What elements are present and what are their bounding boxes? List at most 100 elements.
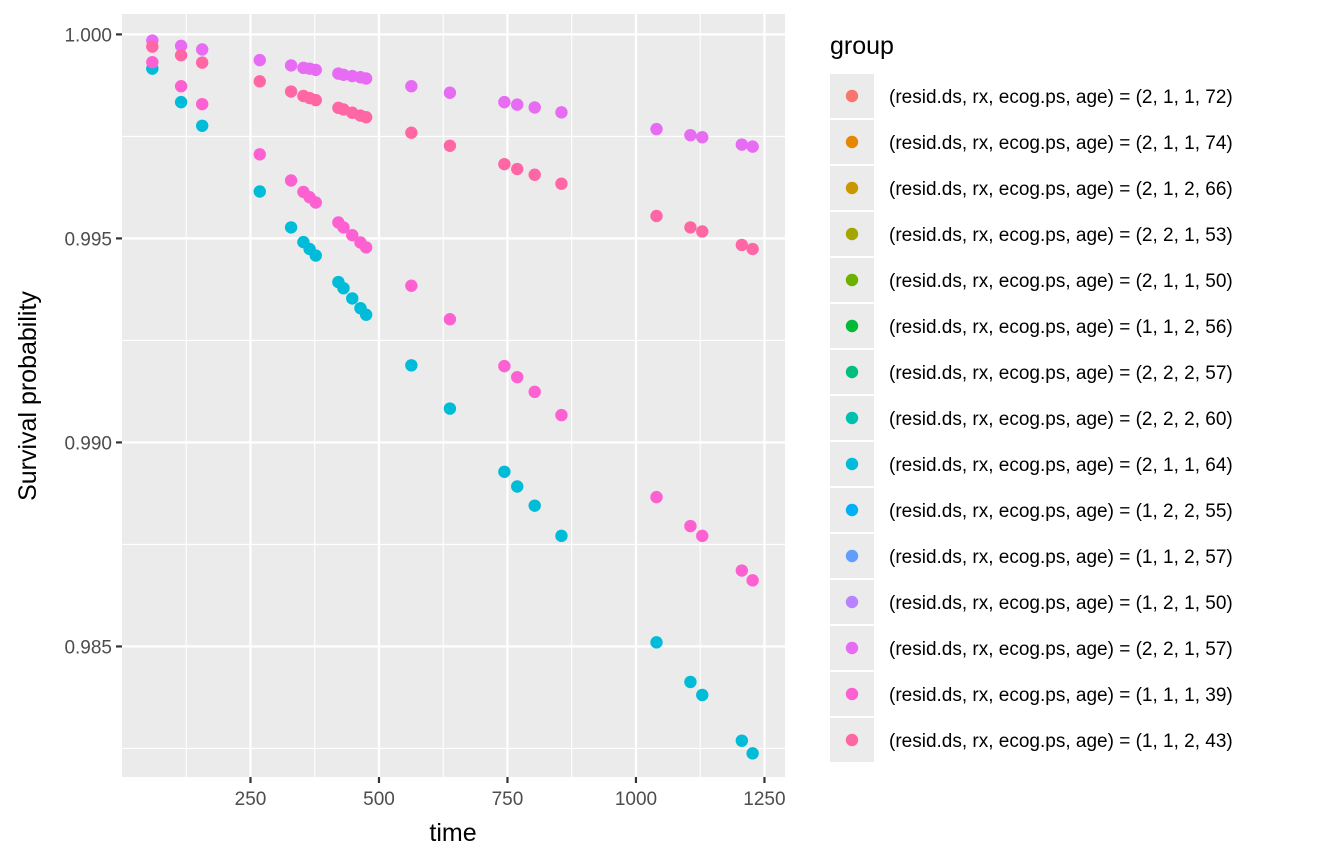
data-point <box>359 241 373 254</box>
legend-label: (resid.ds, rx, ecog.ps, age) = (1, 1, 2,… <box>889 547 1233 568</box>
data-point <box>284 221 298 234</box>
data-point <box>498 465 511 478</box>
data-point <box>337 281 350 295</box>
data-point <box>528 101 541 114</box>
x-tick-label: 1000 <box>615 789 657 810</box>
data-point <box>309 196 322 209</box>
data-point <box>405 279 418 292</box>
data-point <box>443 402 457 415</box>
legend-label: (resid.ds, rx, ecog.ps, age) = (2, 2, 1,… <box>889 639 1233 660</box>
legend-key-dot <box>845 135 859 149</box>
data-point <box>511 98 524 111</box>
data-point <box>735 564 749 577</box>
legend-item: (resid.ds, rx, ecog.ps, age) = (2, 1, 2,… <box>830 166 1233 210</box>
data-point <box>443 313 457 326</box>
data-point <box>735 138 749 151</box>
data-point <box>405 80 418 93</box>
data-point <box>511 162 524 176</box>
data-point <box>253 185 266 198</box>
data-point <box>555 408 568 422</box>
legend-item: (resid.ds, rx, ecog.ps, age) = (2, 1, 1,… <box>830 120 1233 164</box>
data-point <box>684 221 697 234</box>
data-point <box>359 72 373 85</box>
data-point <box>735 238 749 252</box>
legend-key-dot <box>845 227 859 241</box>
data-point <box>337 221 350 234</box>
data-point <box>528 385 541 399</box>
data-point <box>498 157 511 171</box>
data-point <box>498 359 511 373</box>
legend-key-dot <box>845 641 859 655</box>
data-point <box>346 228 359 242</box>
legend: (resid.ds, rx, ecog.ps, age) = (2, 1, 1,… <box>830 74 1233 762</box>
data-point <box>498 95 511 109</box>
legend-label: (resid.ds, rx, ecog.ps, age) = (2, 1, 1,… <box>889 271 1233 292</box>
data-point <box>359 111 373 124</box>
legend-label: (resid.ds, rx, ecog.ps, age) = (1, 1, 1,… <box>889 685 1233 706</box>
data-point <box>696 688 709 702</box>
data-point <box>174 39 188 53</box>
legend-item: (resid.ds, rx, ecog.ps, age) = (2, 1, 1,… <box>830 74 1233 118</box>
legend-item: (resid.ds, rx, ecog.ps, age) = (1, 1, 2,… <box>830 718 1233 762</box>
legend-key-dot <box>845 273 859 287</box>
legend-label: (resid.ds, rx, ecog.ps, age) = (2, 2, 2,… <box>889 363 1233 384</box>
legend-key-dot <box>845 503 859 517</box>
data-point <box>405 126 418 139</box>
data-point <box>195 43 209 56</box>
x-tick-label: 1250 <box>743 789 785 810</box>
data-point <box>746 140 759 153</box>
y-tick-label: 0.990 <box>64 433 112 454</box>
legend-item: (resid.ds, rx, ecog.ps, age) = (1, 1, 2,… <box>830 534 1233 578</box>
data-point <box>346 292 359 305</box>
legend-item: (resid.ds, rx, ecog.ps, age) = (1, 1, 1,… <box>830 672 1233 716</box>
x-tick-label: 500 <box>363 789 395 810</box>
x-tick-label: 250 <box>235 789 267 810</box>
data-point <box>746 747 759 760</box>
legend-label: (resid.ds, rx, ecog.ps, age) = (1, 2, 2,… <box>889 501 1233 522</box>
y-axis-title: Survival probability <box>14 291 42 501</box>
data-point <box>309 63 322 77</box>
legend-key-dot <box>845 319 859 333</box>
legend-key-dot <box>845 365 859 379</box>
legend-key-dot <box>845 181 859 195</box>
data-point <box>284 174 298 187</box>
data-point <box>696 131 709 144</box>
legend-item: (resid.ds, rx, ecog.ps, age) = (1, 2, 2,… <box>830 488 1233 532</box>
data-point <box>650 209 663 223</box>
data-point <box>650 490 663 504</box>
data-point <box>555 106 568 119</box>
major-gridlines <box>122 14 785 777</box>
data-point <box>443 86 457 99</box>
data-point <box>309 249 322 262</box>
data-point <box>511 480 524 493</box>
y-tick-label: 0.985 <box>64 637 112 658</box>
data-point <box>746 574 759 587</box>
data-point <box>696 225 709 238</box>
data-point <box>555 177 568 190</box>
data-point <box>746 242 759 256</box>
legend-label: (resid.ds, rx, ecog.ps, age) = (1, 1, 2,… <box>889 731 1233 752</box>
data-points <box>146 34 759 760</box>
legend-key-dot <box>845 733 859 747</box>
legend-label: (resid.ds, rx, ecog.ps, age) = (1, 1, 2,… <box>889 317 1233 338</box>
data-point <box>309 93 322 107</box>
legend-item: (resid.ds, rx, ecog.ps, age) = (2, 2, 2,… <box>830 350 1233 394</box>
data-point <box>195 119 209 132</box>
legend-label: (resid.ds, rx, ecog.ps, age) = (2, 1, 1,… <box>889 133 1233 154</box>
y-axis: 0.985 0.990 0.995 1.000 <box>64 25 122 658</box>
data-point <box>684 675 697 689</box>
legend-key-dot <box>845 457 859 471</box>
legend-key-dot <box>845 687 859 701</box>
data-point <box>650 636 663 649</box>
data-point <box>684 128 697 142</box>
data-point <box>253 148 266 161</box>
data-point <box>650 122 663 136</box>
legend-item: (resid.ds, rx, ecog.ps, age) = (2, 2, 1,… <box>830 212 1233 256</box>
plot-panel-background <box>122 14 785 777</box>
legend-item: (resid.ds, rx, ecog.ps, age) = (2, 1, 1,… <box>830 258 1233 302</box>
data-point <box>284 85 298 98</box>
data-point <box>146 40 159 53</box>
legend-key-dot <box>845 411 859 425</box>
legend-item: (resid.ds, rx, ecog.ps, age) = (1, 1, 2,… <box>830 304 1233 348</box>
